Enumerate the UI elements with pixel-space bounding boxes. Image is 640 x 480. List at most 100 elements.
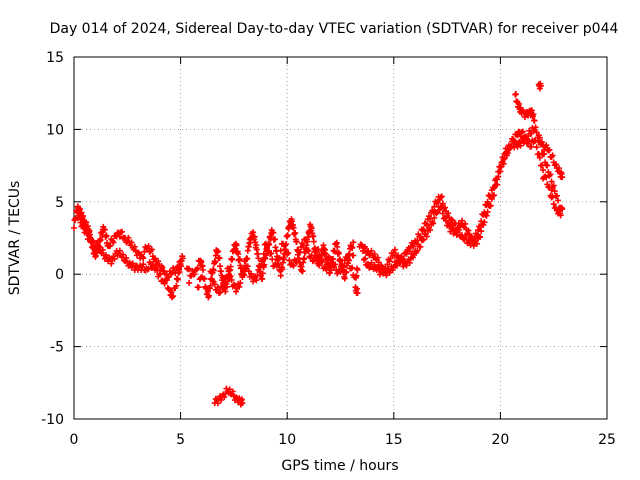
data-point <box>540 166 547 173</box>
data-point <box>176 269 183 276</box>
data-point <box>155 258 162 265</box>
data-point <box>173 282 180 289</box>
data-point <box>296 249 303 256</box>
data-point <box>350 252 357 259</box>
data-point <box>459 217 466 224</box>
data-point <box>224 278 231 285</box>
data-point <box>225 268 232 275</box>
data-point <box>251 233 258 240</box>
data-point <box>325 254 332 261</box>
data-point <box>229 388 236 395</box>
data-point <box>483 202 490 209</box>
data-point <box>380 270 387 277</box>
data-point <box>537 82 544 89</box>
data-point <box>279 266 286 273</box>
data-point <box>78 209 85 216</box>
data-point <box>265 242 272 249</box>
data-point <box>189 267 196 274</box>
data-point <box>191 271 198 278</box>
data-point <box>475 226 482 233</box>
data-point <box>241 258 248 265</box>
data-point <box>521 114 528 121</box>
data-point <box>271 236 278 243</box>
data-point <box>221 394 228 401</box>
data-point <box>537 141 544 148</box>
data-point <box>393 262 400 269</box>
data-point <box>495 168 502 175</box>
x-tick-labels: 0 5 10 15 20 25 <box>70 432 616 448</box>
data-point <box>331 248 338 255</box>
data-point <box>228 276 235 283</box>
data-point <box>239 400 246 407</box>
data-point <box>400 263 407 270</box>
data-point <box>227 273 234 280</box>
data-point <box>334 243 341 250</box>
data-point <box>414 247 421 254</box>
data-point <box>128 239 135 246</box>
data-point <box>101 226 108 233</box>
data-point <box>470 240 477 247</box>
data-point <box>292 258 299 265</box>
data-point <box>417 233 424 240</box>
data-point <box>172 270 179 277</box>
data-point <box>353 272 360 279</box>
data-point <box>212 259 219 266</box>
data-point <box>403 250 410 257</box>
data-point <box>285 249 292 256</box>
data-point <box>481 209 488 216</box>
data-point <box>302 236 309 243</box>
data-point <box>125 234 132 241</box>
data-point <box>354 266 361 273</box>
data-point <box>398 255 405 262</box>
data-point <box>141 248 148 255</box>
data-point <box>403 262 410 269</box>
data-point <box>281 256 288 263</box>
x-tick-label: 0 <box>70 432 79 448</box>
data-point <box>340 264 347 271</box>
data-point <box>177 258 184 265</box>
data-point <box>205 292 212 299</box>
data-point <box>417 243 424 250</box>
data-point <box>423 233 430 240</box>
data-point <box>448 216 455 223</box>
data-point <box>491 184 498 191</box>
data-point <box>250 278 257 285</box>
data-point <box>186 279 193 286</box>
data-point <box>260 250 267 257</box>
data-point <box>528 130 535 137</box>
data-point <box>441 214 448 221</box>
data-point <box>360 256 367 263</box>
data-point <box>445 210 452 217</box>
data-point <box>389 266 396 273</box>
data-point <box>374 263 381 270</box>
data-point <box>255 255 262 262</box>
data-point <box>438 193 445 200</box>
data-point <box>140 255 147 262</box>
data-point <box>420 236 427 243</box>
data-point <box>532 124 539 131</box>
data-point <box>207 282 214 289</box>
data-point <box>357 241 364 248</box>
data-point <box>218 397 225 404</box>
data-point <box>368 247 375 254</box>
data-point <box>284 250 291 257</box>
data-point <box>148 246 155 253</box>
data-point <box>152 255 159 262</box>
data-point <box>310 238 317 245</box>
data-point <box>478 218 485 225</box>
data-point <box>449 217 456 224</box>
data-point <box>546 146 553 153</box>
data-point <box>322 265 329 272</box>
data-point <box>253 277 260 284</box>
data-point <box>437 204 444 211</box>
y-tick-label: 0 <box>55 267 64 283</box>
data-point <box>519 128 526 135</box>
data-point <box>494 181 501 188</box>
data-point <box>93 239 100 246</box>
data-point <box>71 224 77 231</box>
data-point <box>159 264 166 271</box>
axis-ticks <box>73 56 608 420</box>
data-point <box>140 261 147 268</box>
data-point <box>162 277 169 284</box>
data-point <box>541 151 548 158</box>
